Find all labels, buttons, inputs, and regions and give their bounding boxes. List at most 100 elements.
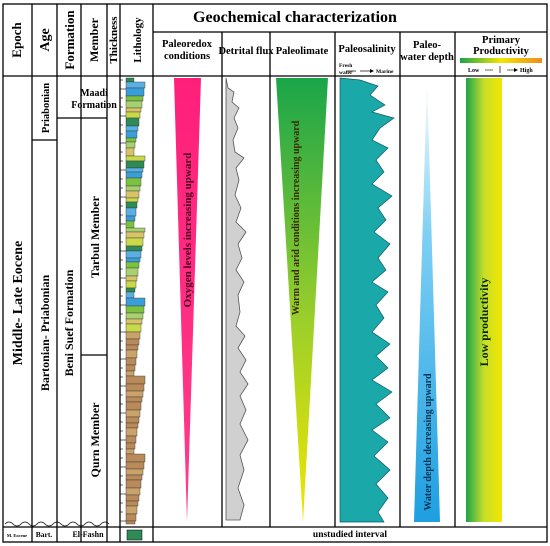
lithology-bed bbox=[125, 77, 135, 83]
paleowater-header-1: Paleo- bbox=[413, 40, 441, 51]
lithology-bed bbox=[125, 147, 135, 157]
paleoclimate-wedge bbox=[276, 78, 328, 522]
lithology-bed bbox=[125, 344, 139, 351]
paleowater-wedge bbox=[414, 78, 440, 522]
lithology-bed bbox=[125, 357, 137, 366]
lithology-bed bbox=[125, 409, 141, 418]
detrital-curve bbox=[225, 77, 249, 521]
lithology-bed bbox=[125, 323, 142, 333]
lithology-bed bbox=[125, 435, 137, 444]
thickness-header: Thickness bbox=[108, 16, 120, 64]
lithology-bed bbox=[125, 171, 143, 179]
lithology-bed bbox=[125, 117, 140, 127]
salinity-arrow-right-head bbox=[370, 69, 374, 73]
age-header: Age bbox=[38, 28, 53, 51]
lithology-bed bbox=[125, 375, 146, 385]
lithology-bed bbox=[125, 318, 143, 325]
paleowater-note: Water depth decreasing upward bbox=[423, 373, 434, 511]
lithology-bed bbox=[125, 520, 136, 525]
lithology-bed bbox=[125, 305, 145, 314]
lithology-bed bbox=[125, 197, 139, 203]
salinity-fresh: Fresh bbox=[339, 63, 352, 69]
lithology-bed bbox=[125, 487, 141, 496]
lithology-bed bbox=[125, 107, 142, 113]
productivity-key-high: High bbox=[520, 68, 533, 74]
lithology-bed bbox=[125, 500, 139, 507]
unstudied-interval: unstudied interval bbox=[313, 530, 388, 540]
lithology-bed bbox=[125, 87, 145, 97]
lithology-bed bbox=[125, 280, 137, 289]
lithology-bed bbox=[125, 468, 144, 476]
lithology-bed bbox=[125, 312, 144, 320]
bottom-row: M. Eocene Bart. El-Fashn unstudied inter… bbox=[4, 521, 388, 541]
lithology-bed bbox=[125, 250, 142, 259]
formation-main-label: Beni Suef Formation bbox=[62, 269, 76, 376]
lithology-bed bbox=[125, 267, 139, 277]
detrital-header: Detrital flux bbox=[218, 46, 274, 57]
productivity-key-low: Low bbox=[468, 68, 480, 74]
lithology-bed bbox=[125, 453, 146, 463]
lithology-bed bbox=[125, 215, 136, 222]
salinity-marine: Marine bbox=[376, 69, 394, 75]
lithology-bed bbox=[125, 291, 135, 299]
lithology-bed bbox=[125, 287, 136, 293]
lithology-bed bbox=[125, 364, 136, 372]
lithology-bed bbox=[125, 474, 143, 481]
paleoclimate-note: Warm and arid conditions increasing upwa… bbox=[291, 120, 302, 315]
lithology-bed bbox=[125, 190, 140, 199]
lithology-bed bbox=[125, 427, 138, 437]
lithology-bed bbox=[125, 111, 141, 119]
salinity-water: water bbox=[339, 70, 353, 76]
paleosalinity-header: Paleosalinity bbox=[338, 44, 396, 55]
bottom-formation: El-Fashn bbox=[72, 530, 104, 539]
lithology-bed bbox=[125, 401, 142, 411]
lithology-bed bbox=[125, 261, 140, 269]
lithology-bed bbox=[125, 479, 142, 489]
lithology-bed bbox=[125, 155, 146, 162]
lithology-bed bbox=[125, 237, 144, 247]
lithology-bed bbox=[125, 185, 141, 192]
lithology-bed bbox=[125, 338, 140, 346]
productivity-column: Low productivity bbox=[466, 78, 502, 522]
unconformity-line bbox=[4, 521, 110, 527]
formation-header: Formation bbox=[62, 10, 77, 70]
lithology-bed bbox=[125, 227, 146, 233]
strat-labels: Middle- Late Eocene Priabonian Bartonian… bbox=[11, 83, 117, 478]
lithology-bed bbox=[125, 331, 141, 340]
detrital-column bbox=[225, 77, 249, 521]
paleosalinity-column bbox=[339, 77, 395, 523]
thickness-scale bbox=[120, 79, 126, 522]
header: Epoch Age Formation Member Thickness Lit… bbox=[9, 9, 530, 70]
lithology-bed bbox=[125, 505, 138, 515]
lithology-bed bbox=[125, 422, 139, 429]
productivity-key-bar bbox=[460, 58, 542, 63]
paleowater-header-2: water depth bbox=[400, 52, 454, 63]
productivity-key-high-head bbox=[514, 68, 518, 72]
lithology-bed bbox=[125, 448, 135, 455]
productivity-header-2: Productivity bbox=[473, 46, 530, 57]
productivity-bar bbox=[466, 78, 502, 522]
paleosalinity-curve bbox=[339, 77, 395, 523]
age-top-label: Priabonian bbox=[41, 83, 52, 133]
lithology-bed bbox=[125, 390, 144, 398]
paleoredox-wedge bbox=[174, 78, 201, 522]
lithology-bed bbox=[125, 177, 142, 187]
formation-top-label: Maadi bbox=[80, 88, 108, 99]
paleoclimate-column: Warm and arid conditions increasing upwa… bbox=[276, 78, 328, 522]
age-main-label: Bartonian- Priabonian bbox=[38, 275, 52, 392]
lithology-bed bbox=[125, 231, 145, 239]
lithology-bed bbox=[125, 396, 143, 403]
lithology-bed bbox=[125, 220, 135, 229]
productivity-key: Low High bbox=[460, 58, 542, 74]
lithology-bed bbox=[125, 257, 141, 263]
lithology-bed bbox=[125, 370, 135, 377]
lithology-bed bbox=[125, 201, 138, 209]
paleoredox-header-1: Paleoredox bbox=[162, 39, 213, 50]
lithology-bed bbox=[125, 137, 137, 143]
lithology-bed bbox=[125, 442, 136, 450]
member-upper-label: Tarbul Member bbox=[88, 195, 102, 278]
bottom-age: Bart. bbox=[36, 530, 53, 539]
lithology-bed bbox=[125, 245, 143, 252]
paleoredox-note: Oxygen levels increasing upward bbox=[182, 153, 194, 308]
